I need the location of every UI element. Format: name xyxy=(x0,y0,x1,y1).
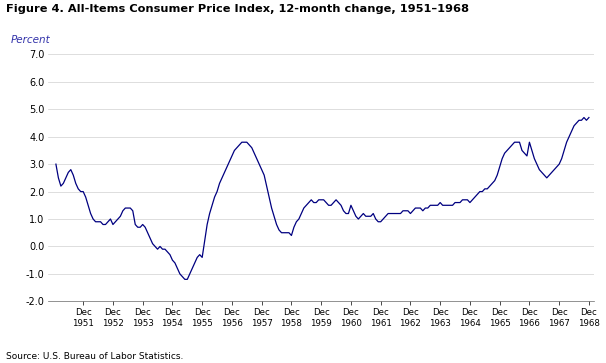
Text: Figure 4. All-Items Consumer Price Index, 12-month change, 1951–1968: Figure 4. All-Items Consumer Price Index… xyxy=(6,4,469,14)
Text: Source: U.S. Bureau of Labor Statistics.: Source: U.S. Bureau of Labor Statistics. xyxy=(6,352,184,361)
Text: Percent: Percent xyxy=(10,34,50,45)
